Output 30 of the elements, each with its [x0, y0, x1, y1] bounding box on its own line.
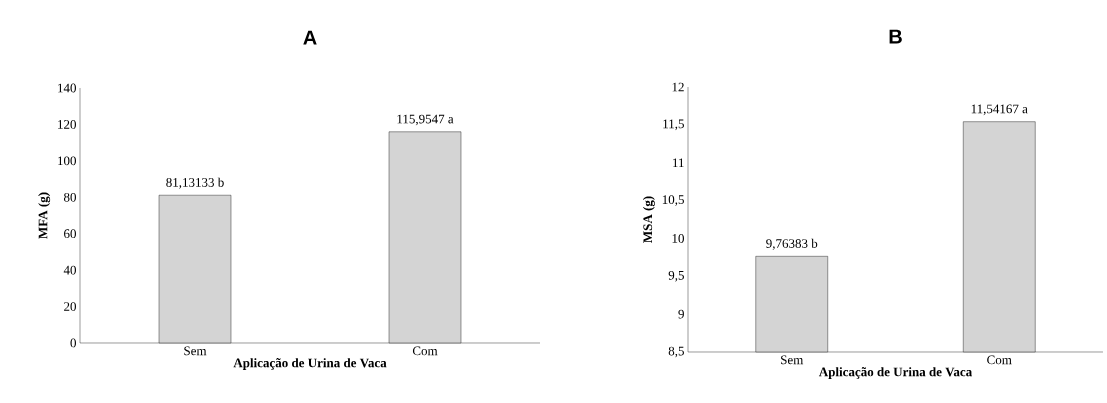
- data-label: 11,54167 a: [971, 104, 1028, 116]
- y-tick-label: 20: [64, 302, 76, 311]
- y-tick-label: 40: [63, 265, 76, 275]
- y-tick-label: 100: [58, 156, 76, 166]
- chart-title: B: [889, 29, 902, 44]
- y-tick-label: 9: [678, 309, 684, 319]
- y-tick-label: 0: [70, 338, 76, 348]
- data-label: 9,76383 b: [766, 238, 818, 250]
- x-axis-title: Aplicação de Urina de Vaca: [818, 367, 972, 379]
- y-tick-label: 9,5: [668, 270, 684, 282]
- x-tick-label: Com: [412, 346, 438, 356]
- y-tick-label: 11,5: [663, 119, 684, 131]
- y-tick-label: 11: [673, 158, 684, 167]
- y-tick-label: 80: [63, 192, 76, 202]
- y-tick-label: 120: [58, 120, 76, 129]
- y-tick-label: 140: [58, 83, 76, 93]
- x-tick-label: Com: [987, 355, 1012, 365]
- data-label: 115,9547 a: [397, 114, 454, 126]
- y-tick-label: 60: [64, 229, 76, 239]
- chart-title: A: [303, 30, 317, 45]
- data-label: 81,13133 b: [166, 177, 224, 189]
- x-axis-title: Aplicação de Urina de Vaca: [233, 358, 387, 370]
- y-tick-label: 8,5: [668, 346, 684, 358]
- y-axis-title: MSA (g): [642, 196, 655, 243]
- y-tick-label: 10,5: [662, 195, 684, 206]
- x-tick-label: Sem: [184, 346, 207, 356]
- y-tick-label: 12: [672, 82, 684, 92]
- y-tick-label: 10: [672, 234, 684, 243]
- y-axis-title: MFA (g): [38, 192, 51, 239]
- x-tick-label: Sem: [781, 355, 804, 365]
